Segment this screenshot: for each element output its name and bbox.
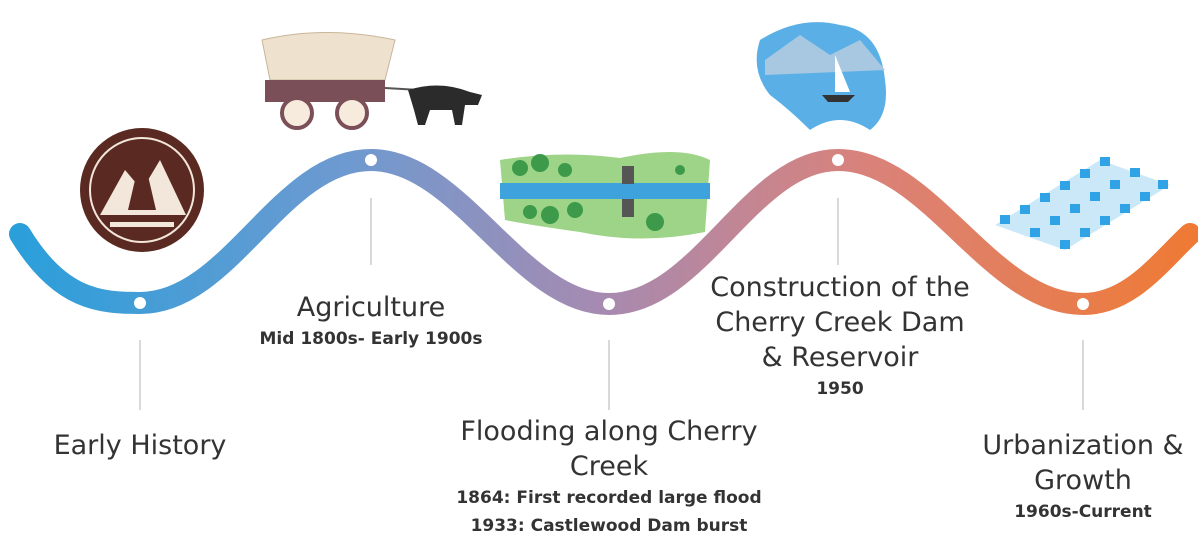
milestone-title: Creek bbox=[429, 449, 789, 484]
reservoir-icon bbox=[757, 22, 886, 130]
milestone-label: Early History bbox=[0, 428, 320, 463]
milestone-title: Cherry Creek Dam bbox=[660, 305, 1020, 340]
milestone-title: Early History bbox=[0, 428, 320, 463]
milestone-title: Urbanization & bbox=[903, 428, 1198, 463]
milestone-detail: Mid 1800s- Early 1900s bbox=[191, 325, 551, 353]
milestone-title: Construction of the bbox=[660, 270, 1020, 305]
milestone-detail: 1864: First recorded large flood bbox=[429, 484, 789, 512]
milestone-title: Growth bbox=[903, 463, 1198, 498]
wagon-icon bbox=[262, 33, 482, 129]
milestone-title: Agriculture bbox=[191, 290, 551, 325]
history-emblem-icon bbox=[80, 128, 204, 252]
milestone-detail: 1933: Castlewood Dam burst bbox=[429, 512, 789, 539]
timeline-infographic: Early History AgricultureMid 1800s- Early… bbox=[0, 0, 1198, 539]
river-map-icon bbox=[500, 152, 710, 239]
milestone-detail: 1950 bbox=[660, 375, 1020, 403]
milestone-detail: 1960s-Current bbox=[903, 498, 1198, 526]
milestone-title: Flooding along Cherry bbox=[429, 414, 789, 449]
milestone-title: & Reservoir bbox=[660, 340, 1020, 375]
houses-icon bbox=[995, 157, 1170, 250]
